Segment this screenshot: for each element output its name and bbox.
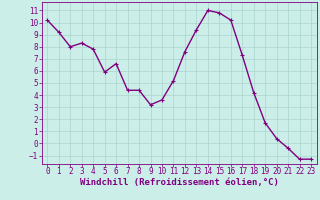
X-axis label: Windchill (Refroidissement éolien,°C): Windchill (Refroidissement éolien,°C) (80, 178, 279, 187)
